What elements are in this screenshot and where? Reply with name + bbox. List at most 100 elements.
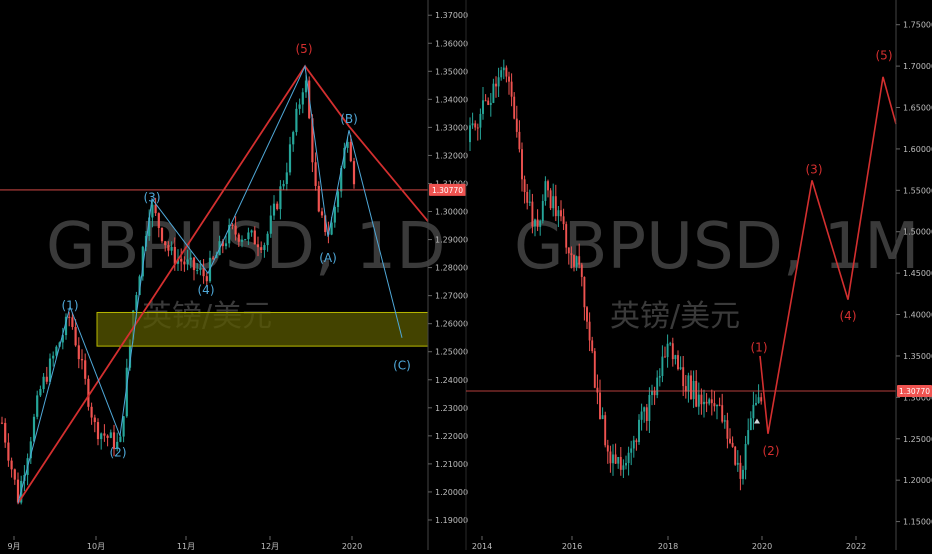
left-chart-panel-1d[interactable]: GBPUSD, 1D 英镑/美元 (1)(2)(3)(4)(5)(A)(B)(C… — [0, 42, 446, 505]
candle-body — [112, 432, 116, 449]
candle-body — [39, 389, 42, 396]
candle-body — [476, 127, 479, 129]
candle-body — [116, 441, 119, 449]
price-tick-label: 1.30000 — [903, 393, 932, 402]
candle-body — [135, 295, 138, 311]
candle-body — [266, 233, 269, 246]
elliott-projection-1m — [466, 76, 897, 434]
candle-body — [224, 243, 228, 247]
candle-body — [658, 376, 661, 378]
candle-body — [757, 397, 760, 404]
candle-body — [336, 191, 340, 207]
candle-body — [215, 255, 218, 258]
price-axis-1d[interactable]: 1.37000 1.36000 1.35000 1.34000 1.33000 1.320… — [427, 0, 468, 550]
candle-body — [570, 253, 573, 256]
price-tick-label: 1.32000 — [435, 151, 468, 160]
candle-body — [721, 405, 724, 422]
candle-body — [74, 326, 77, 346]
impulse-trend-line — [17, 64, 429, 504]
candle-body — [609, 451, 612, 464]
candle-body — [36, 395, 39, 417]
candle-body — [311, 118, 314, 163]
price-tick-label: 1.25000 — [903, 435, 932, 444]
candle-body — [677, 355, 679, 370]
time-axis-1m[interactable]: 2014 2016 2018 2020 2022 — [472, 536, 866, 551]
wave-labels-1d: (1) (2) (3) (4) (5) (A) (B) (C) — [62, 42, 411, 460]
candle-body — [7, 442, 10, 461]
candle-body — [554, 196, 557, 217]
current-price-badge: 1.30770 — [897, 384, 932, 397]
symbol-watermark: GBPUSD, 1M — [514, 210, 919, 284]
price-tick-label: 1.25000 — [435, 348, 468, 357]
candle-body — [237, 234, 240, 242]
candle-body — [684, 386, 687, 392]
candle-body — [536, 219, 539, 227]
candle-body — [128, 339, 132, 368]
price-tick-label: 1.26000 — [435, 320, 468, 329]
candle-body — [482, 100, 484, 114]
wave-label: (5) — [296, 42, 313, 56]
candle-body — [695, 380, 698, 407]
time-tick-label: 2022 — [846, 542, 866, 550]
candle-body — [653, 390, 656, 396]
candle-body — [588, 321, 591, 341]
candle-body — [690, 375, 692, 400]
candle-body — [183, 261, 186, 265]
price-tick-label: 1.40000 — [903, 311, 932, 320]
wave-label: (2) — [763, 444, 780, 458]
candle-body — [661, 356, 664, 377]
candle-body — [604, 415, 607, 446]
price-tick-label: 1.70000 — [903, 62, 932, 71]
candle-body — [61, 335, 64, 343]
candle-body — [703, 401, 705, 405]
candle-body — [583, 276, 586, 308]
candle-body — [502, 67, 505, 71]
candle-body — [324, 215, 327, 233]
candle-body — [77, 345, 80, 360]
candle-body — [601, 415, 604, 420]
candle-body — [669, 343, 672, 345]
price-tick-label: 1.15000 — [903, 518, 932, 527]
candle-body — [100, 433, 103, 440]
time-axis-1d[interactable]: 9月 10月 11月 12月 2020 — [7, 536, 362, 551]
price-tick-label: 1.28000 — [435, 264, 468, 273]
wave-labels-1m: (1) (2) (3) (4) (5) — [751, 48, 893, 458]
wave-label: (2) — [110, 446, 127, 460]
current-price-badge: 1.30770 — [429, 183, 466, 196]
candle-body — [547, 181, 549, 191]
price-ticks-1m: 1.75000 1.70000 1.65000 1.60000 1.55000 1.500… — [896, 21, 932, 527]
price-tick-label: 1.36000 — [435, 39, 468, 48]
price-tick-label: 1.75000 — [903, 21, 932, 30]
price-tick-label: 1.60000 — [903, 145, 932, 154]
candle-body — [627, 452, 630, 464]
candle-body — [269, 215, 272, 234]
candle-body — [726, 420, 729, 439]
candle-body — [666, 343, 669, 358]
candle-body — [173, 246, 176, 264]
price-axis-1m[interactable]: 1.75000 1.70000 1.65000 1.60000 1.55000 1.500… — [895, 0, 932, 550]
time-tick-label: 2020 — [752, 542, 772, 550]
candle-body — [638, 419, 640, 443]
candle-body — [330, 222, 333, 235]
candle-body — [625, 463, 627, 466]
wave-label: (C) — [393, 359, 411, 373]
candle-body — [80, 359, 84, 361]
candle-body — [298, 104, 301, 109]
candle-body — [552, 196, 555, 209]
right-chart-panel-1m[interactable]: GBPUSD, 1M 英镑/美元 (1) (2) (3) (4) (5) — [466, 48, 919, 491]
candle-body — [141, 246, 144, 277]
candle-body — [622, 465, 625, 470]
projection-path — [759, 76, 897, 434]
time-tick-label: 12月 — [261, 542, 279, 550]
candle-body — [513, 96, 516, 119]
candle-body — [596, 387, 599, 393]
candle-body — [697, 394, 700, 407]
wave-label: (5) — [876, 48, 893, 62]
candle-body — [573, 255, 575, 267]
price-tick-label: 1.29000 — [435, 236, 468, 245]
candle-body — [103, 433, 106, 436]
candle-body — [471, 123, 474, 126]
marker-arrow-icon — [754, 418, 760, 424]
candle-body — [189, 257, 192, 260]
